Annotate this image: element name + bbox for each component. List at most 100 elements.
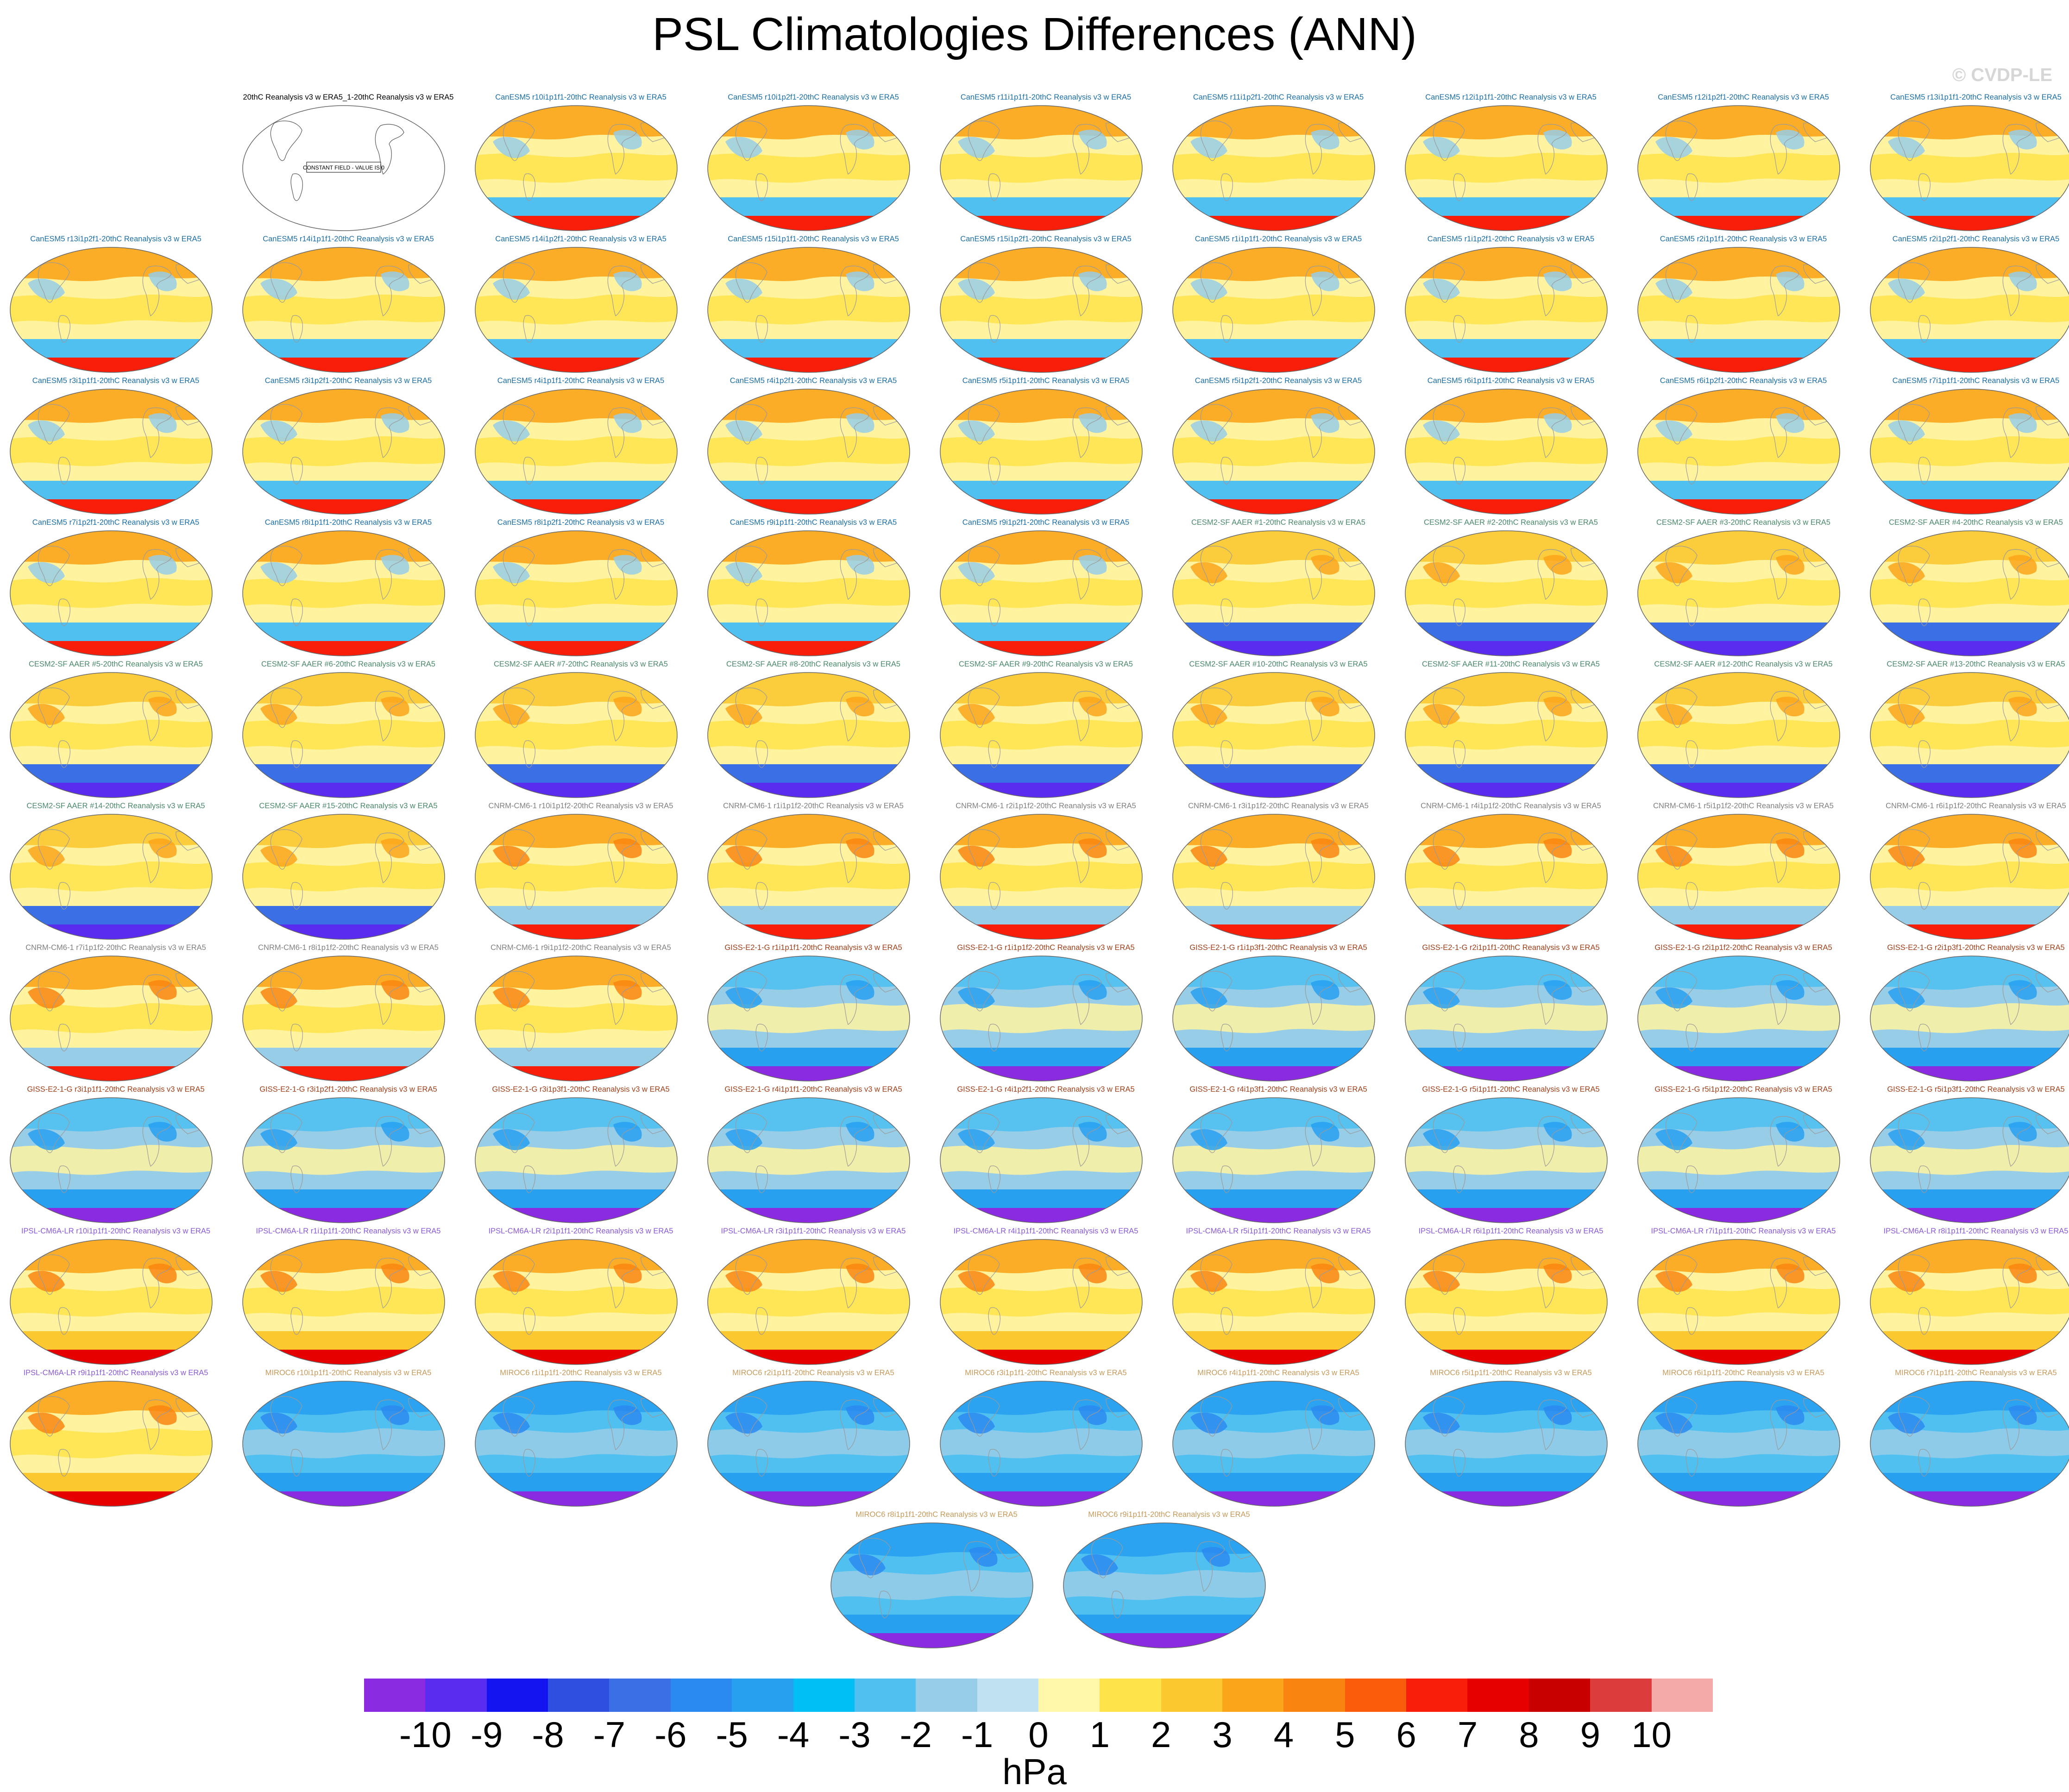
global-map xyxy=(10,1097,213,1223)
field-south-band xyxy=(475,481,677,499)
map-panel: MIROC6 r8i1p1f1-20thC Reanalysis v3 w ER… xyxy=(821,1509,1052,1653)
field-south-edge xyxy=(1405,641,1607,656)
global-map xyxy=(242,956,445,1081)
map-outline xyxy=(940,814,1143,940)
map-outline xyxy=(242,1381,445,1507)
field-south-band xyxy=(1870,764,2069,783)
global-map xyxy=(1637,1097,1840,1223)
field-south-band xyxy=(10,1331,212,1350)
coastlines xyxy=(270,687,441,768)
coastlines xyxy=(1200,404,1371,484)
map-panel: IPSL-CM6A-LR r1i1p1f1-20thC Reanalysis v… xyxy=(233,1226,464,1369)
colorbar-tick-label: -1 xyxy=(961,1714,994,1755)
field-tropics xyxy=(1870,1286,2069,1317)
global-map xyxy=(1870,530,2069,656)
map-outline xyxy=(940,105,1143,231)
coastlines xyxy=(270,120,404,201)
global-map xyxy=(1405,814,1608,940)
field-north xyxy=(1405,1098,1607,1132)
map-panel: MIROC6 r4i1p1f1-20thC Reanalysis v3 w ER… xyxy=(1163,1367,1394,1511)
field-south-edge xyxy=(1870,1350,2069,1364)
colorbar-box xyxy=(1038,1679,1100,1712)
field-tropics xyxy=(1405,152,1607,183)
global-map xyxy=(940,1381,1143,1507)
map-panel: GISS-E2-1-G r4i1p3f1-20thC Reanalysis v3… xyxy=(1163,1084,1394,1227)
field-south-edge xyxy=(1870,216,2069,231)
panel-title: CNRM-CM6-1 r2i1p1f2-20thC Reanalysis v3 … xyxy=(956,802,1136,810)
field-north xyxy=(708,673,910,706)
coastlines xyxy=(1665,1113,1836,1193)
field-south-band xyxy=(1173,622,1375,641)
field-anomaly xyxy=(260,555,409,584)
colorbar-box xyxy=(1100,1679,1161,1712)
map-panel: MIROC6 r6i1p1f1-20thC Reanalysis v3 w ER… xyxy=(1628,1367,1859,1511)
global-map xyxy=(1870,956,2069,1081)
field-south-edge xyxy=(1405,216,1607,231)
panel-title: CESM2-SF AAER #15-20thC Reanalysis v3 w … xyxy=(259,802,438,810)
map-panel: CESM2-SF AAER #2-20thC Reanalysis v3 w E… xyxy=(1395,517,1627,660)
field-north xyxy=(1173,1381,1375,1415)
global-map xyxy=(707,389,910,515)
field-south-band xyxy=(940,906,1142,924)
colorbar-tick-label: 5 xyxy=(1335,1714,1355,1755)
field-tropics xyxy=(940,1003,1142,1033)
field-tropics xyxy=(1638,436,1840,466)
field-north xyxy=(1405,814,1607,848)
field-south-edge xyxy=(475,1208,677,1223)
map-panel: CESM2-SF AAER #1-20thC Reanalysis v3 w E… xyxy=(1163,517,1394,660)
field-north xyxy=(1173,814,1375,848)
field-south-edge xyxy=(1870,1066,2069,1081)
panel-title: GISS-E2-1-G r4i1p3f1-20thC Reanalysis v3… xyxy=(1189,1085,1367,1094)
field-south-band xyxy=(10,906,212,924)
map-outline xyxy=(1405,247,1608,373)
field-anomaly xyxy=(1888,1405,2037,1434)
map-outline xyxy=(1405,672,1608,798)
field-south-edge xyxy=(1638,641,1840,656)
field-anomaly xyxy=(1423,697,1572,725)
field-anomaly xyxy=(1888,555,2037,584)
field-south-band xyxy=(243,1189,445,1208)
map-outline xyxy=(242,1239,445,1365)
map-panel: CanESM5 r2i1p2f1-20thC Reanalysis v3 w E… xyxy=(1860,233,2069,377)
field-south-band xyxy=(10,764,212,783)
global-map xyxy=(1405,105,1608,231)
panel-title: GISS-E2-1-G r3i1p3f1-20thC Reanalysis v3… xyxy=(492,1085,670,1094)
field-north xyxy=(1405,1381,1607,1415)
map-outline xyxy=(475,389,678,515)
field-anomaly xyxy=(1190,130,1340,158)
map-outline xyxy=(475,1239,678,1365)
field-north xyxy=(1063,1523,1265,1557)
field-north xyxy=(475,1381,677,1415)
field-north xyxy=(243,956,445,990)
field-south-band xyxy=(1173,1331,1375,1350)
field-south-band xyxy=(708,339,910,358)
field-tropics xyxy=(475,719,677,750)
panel-title: MIROC6 r7i1p1f1-20thC Reanalysis v3 w ER… xyxy=(1895,1369,2057,1377)
coastlines xyxy=(1665,120,1836,201)
field-south-edge xyxy=(1405,1066,1607,1081)
field-south-band xyxy=(1405,197,1607,216)
field-tropics xyxy=(708,861,910,892)
field-north xyxy=(1638,1098,1840,1132)
field-anomaly xyxy=(725,1264,874,1292)
field-south-band xyxy=(940,339,1142,358)
field-south-band xyxy=(1405,764,1607,783)
colorbar-tick-label: -5 xyxy=(716,1714,748,1755)
global-map xyxy=(1405,1097,1608,1223)
coastlines xyxy=(503,829,674,910)
global-map xyxy=(475,247,678,373)
coastlines xyxy=(1200,262,1371,343)
coastlines xyxy=(503,1113,674,1193)
field-anomaly xyxy=(1423,1405,1572,1434)
panel-title: CanESM5 r11i1p2f1-20thC Reanalysis v3 w … xyxy=(1193,93,1364,101)
field-south-edge xyxy=(10,1350,212,1364)
field-south-edge xyxy=(940,1350,1142,1364)
map-panel: CanESM5 r13i1p2f1-20thC Reanalysis v3 w … xyxy=(0,233,232,377)
field-anomaly xyxy=(725,271,874,300)
field-anomaly xyxy=(725,1122,874,1151)
panel-title: CESM2-SF AAER #11-20thC Reanalysis v3 w … xyxy=(1422,660,1600,668)
field-north xyxy=(940,814,1142,848)
field-south-band xyxy=(1173,197,1375,216)
field-south-band xyxy=(940,764,1142,783)
global-map xyxy=(475,1381,678,1507)
